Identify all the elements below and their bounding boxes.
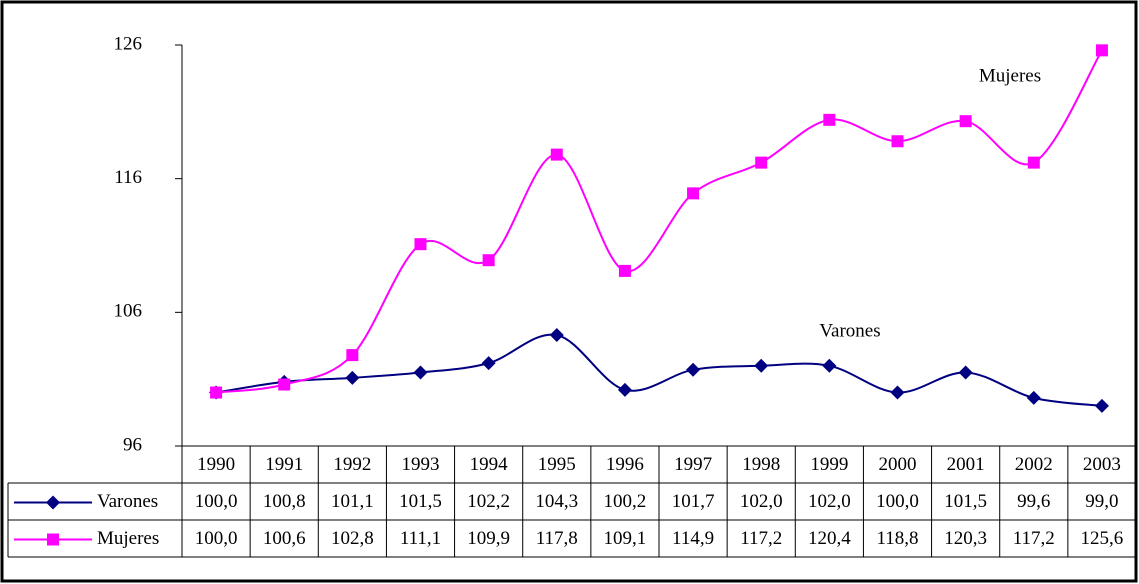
marker (549, 328, 564, 343)
data-label: 114,9 (672, 528, 714, 549)
marker (47, 533, 59, 546)
x-tick-label: 1997 (674, 454, 712, 475)
marker (481, 356, 496, 371)
data-label: 101,5 (944, 491, 987, 512)
marker (890, 385, 905, 400)
data-label: 111,1 (400, 528, 441, 549)
data-label: 117,2 (1013, 528, 1055, 549)
data-label: 109,9 (467, 528, 510, 549)
series-line (215, 333, 1103, 407)
marker (1027, 156, 1040, 169)
x-tick-label: 1993 (402, 454, 440, 475)
marker (414, 238, 427, 251)
legend-label: Varones (97, 491, 158, 512)
data-label: 100,8 (263, 491, 306, 512)
data-label: 100,0 (876, 491, 919, 512)
x-tick-label: 2000 (879, 454, 917, 475)
series-annotation: Mujeres (979, 65, 1041, 86)
marker (1095, 44, 1108, 57)
data-label: 102,0 (740, 491, 783, 512)
x-tick-label: 1999 (810, 454, 848, 475)
data-label: 117,2 (740, 528, 782, 549)
data-label: 100,2 (604, 491, 647, 512)
data-label: 102,2 (467, 491, 510, 512)
x-tick-label: 2002 (1015, 454, 1053, 475)
y-tick-label: 106 (114, 301, 143, 322)
data-label: 125,6 (1081, 528, 1124, 549)
x-tick-label: 1998 (742, 454, 780, 475)
data-label: 99,6 (1017, 491, 1050, 512)
series-annotation: Varones (819, 320, 880, 341)
x-tick-label: 2001 (947, 454, 985, 475)
marker (755, 156, 768, 169)
marker (891, 135, 904, 148)
x-tick-label: 2003 (1083, 454, 1121, 475)
marker (687, 187, 700, 200)
marker (822, 358, 837, 373)
data-label: 102,0 (808, 491, 851, 512)
x-tick-label: 1996 (606, 454, 644, 475)
marker (346, 349, 359, 362)
marker (617, 382, 632, 397)
x-tick-label: 1995 (538, 454, 576, 475)
marker (210, 386, 223, 399)
x-tick-label: 1990 (197, 454, 235, 475)
marker (413, 365, 428, 380)
marker (46, 495, 60, 510)
marker (278, 378, 291, 391)
marker (482, 254, 495, 267)
marker (550, 148, 563, 161)
marker (686, 362, 701, 377)
data-label: 100,0 (195, 491, 238, 512)
y-tick-label: 116 (114, 167, 142, 188)
marker (345, 370, 360, 385)
marker (959, 115, 972, 128)
legend-label: Mujeres (97, 528, 159, 549)
data-label: 120,4 (808, 528, 851, 549)
data-label: 118,8 (876, 528, 918, 549)
y-tick-label: 126 (114, 33, 143, 54)
data-label: 117,8 (536, 528, 578, 549)
data-label: 100,0 (195, 528, 238, 549)
marker (618, 264, 631, 277)
data-label: 101,7 (672, 491, 715, 512)
marker (823, 113, 836, 126)
data-label: 99,0 (1085, 491, 1118, 512)
data-label: 100,6 (263, 528, 306, 549)
data-label: 102,8 (331, 528, 374, 549)
marker (1094, 398, 1109, 413)
x-tick-label: 1994 (470, 454, 509, 475)
x-tick-label: 1991 (265, 454, 303, 475)
x-tick-label: 1992 (333, 454, 371, 475)
data-label: 101,1 (331, 491, 374, 512)
marker (958, 365, 973, 380)
marker (1026, 390, 1041, 405)
marker (754, 358, 769, 373)
y-tick-label: 96 (123, 434, 142, 455)
data-label: 101,5 (399, 491, 442, 512)
data-label: 104,3 (535, 491, 578, 512)
data-label: 109,1 (604, 528, 647, 549)
data-label: 120,3 (944, 528, 987, 549)
